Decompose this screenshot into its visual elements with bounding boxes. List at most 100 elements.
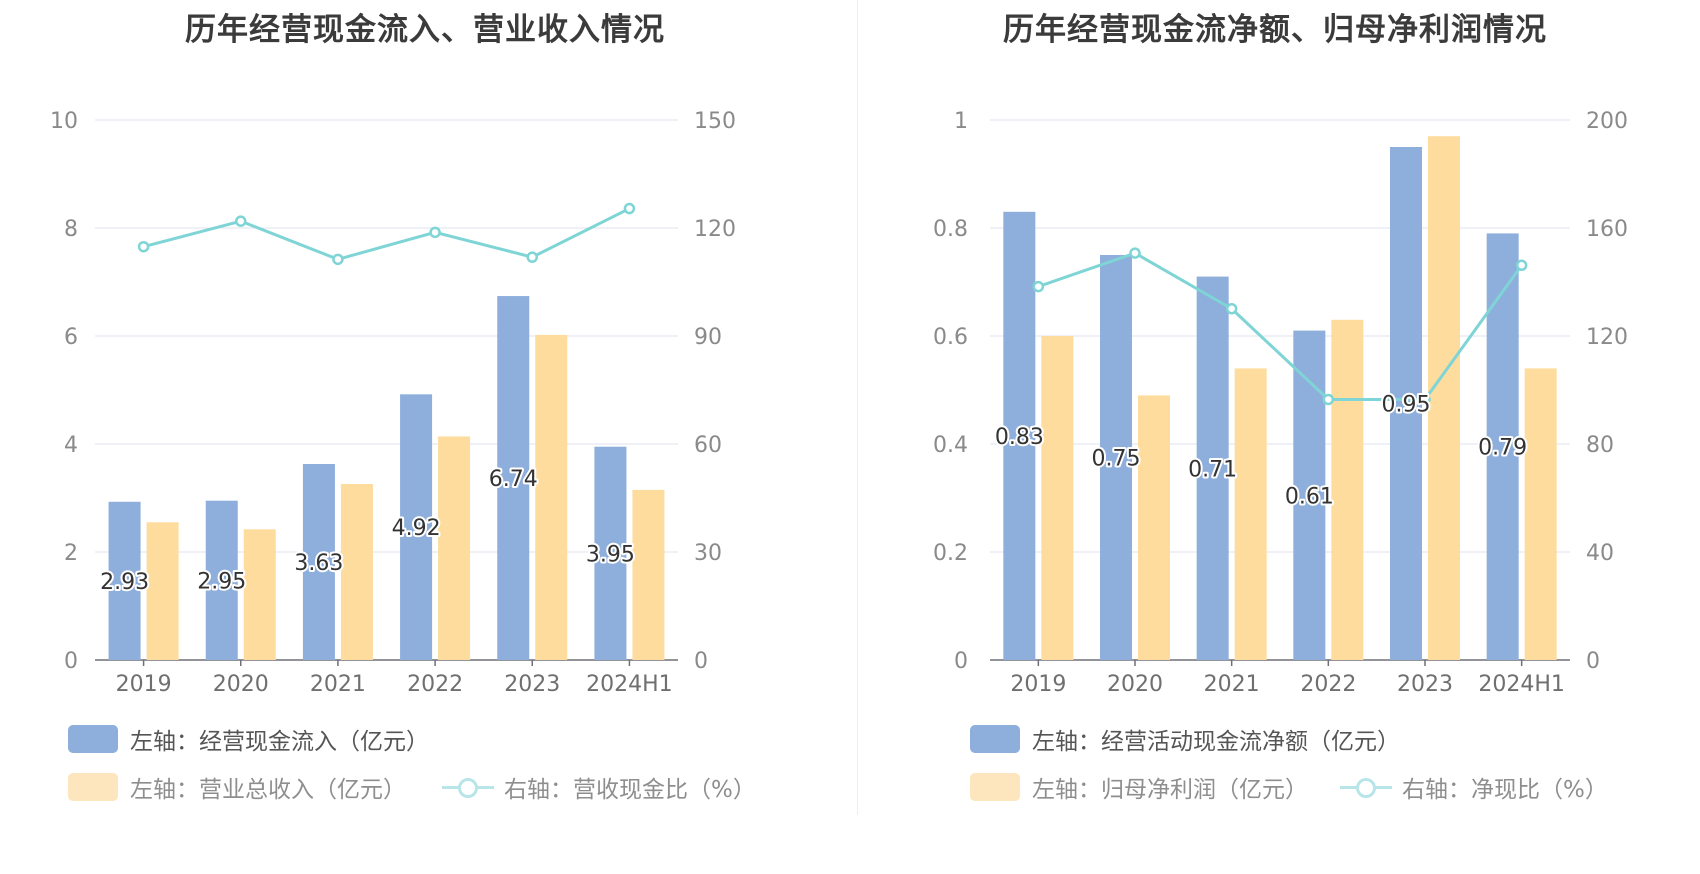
bar-primary (1390, 147, 1422, 660)
legend-label: 右轴：营收现金比（%） (504, 777, 756, 803)
bar-data-label: 2.95 (197, 569, 246, 594)
left-axis-tick-label: 4 (64, 433, 78, 458)
bar-data-label: 4.92 (392, 516, 441, 541)
legend-label: 右轴：净现比（%） (1402, 777, 1608, 803)
x-axis-tick-label: 2024H1 (1478, 672, 1565, 697)
bar-secondary (632, 489, 665, 660)
x-axis-tick-label: 2019 (116, 672, 172, 697)
bar-primary (1293, 330, 1326, 660)
legend-item-series-1[interactable]: 左轴：经营活动现金流净额（亿元） (970, 722, 1400, 756)
bar-secondary (1428, 136, 1460, 660)
bar-secondary (1331, 319, 1364, 660)
right-axis-tick-label: 160 (1586, 217, 1628, 242)
x-axis-tick-label: 2021 (1204, 672, 1260, 697)
bar-primary (1100, 255, 1132, 660)
line-point (526, 251, 538, 263)
legend-item-series-2[interactable]: 左轴：营业总收入（亿元） (68, 770, 406, 804)
bar-data-label: 0.83 (995, 425, 1044, 450)
legend-label: 左轴：营业总收入（亿元） (130, 777, 406, 803)
line-point (1032, 280, 1045, 293)
bar-data-label: 0.79 (1478, 436, 1527, 461)
legend-swatch (68, 773, 118, 801)
bar-data-label: 6.74 (489, 467, 538, 492)
line-point (1225, 302, 1238, 315)
bar-secondary (1138, 395, 1170, 660)
chart-panel-netflow-profit: 历年经营现金流净额、归母净利润情况 0 0 0.2 40 0.4 80 0.6 120 0.8 1… (850, 0, 1700, 874)
bar-secondary (243, 529, 276, 660)
legend-item-series-3[interactable]: 右轴：营收现金比（%） (442, 770, 756, 804)
bar-data-label: 3.63 (294, 551, 343, 576)
right-axis-tick-label: 40 (1586, 541, 1614, 566)
legend-label: 左轴：经营活动现金流净额（亿元） (1032, 729, 1400, 755)
legend-line-icon (442, 773, 494, 801)
line-series (143, 207, 631, 261)
line-point (1322, 393, 1335, 406)
line-point (1129, 247, 1141, 259)
bar-data-label: 0.75 (1092, 447, 1141, 472)
right-axis-tick-label: 120 (1586, 325, 1628, 350)
line-point (1515, 259, 1528, 272)
x-axis-tick-label: 2022 (1300, 672, 1356, 697)
right-axis-tick-label: 80 (1586, 433, 1614, 458)
line-point (235, 215, 247, 227)
chart-title: 历年经营现金流净额、归母净利润情况 (1003, 12, 1547, 48)
right-axis-tick-label: 0 (1586, 649, 1600, 674)
legend-swatch (970, 773, 1020, 801)
bar-data-label: 0.61 (1285, 484, 1334, 509)
bar-primary (108, 501, 141, 660)
bar-primary (594, 446, 627, 660)
right-axis-tick-label: 60 (694, 433, 722, 458)
bar-secondary (535, 334, 568, 660)
left-axis-tick-label: 10 (50, 109, 78, 134)
bar-primary (205, 500, 238, 660)
left-axis-tick-label: 1 (954, 109, 968, 134)
left-axis-tick-label: 2 (64, 541, 78, 566)
left-axis-tick-label: 0.6 (933, 325, 968, 350)
bar-secondary (1524, 368, 1557, 660)
bar-secondary (146, 522, 179, 660)
left-axis-tick-label: 0.2 (933, 541, 968, 566)
right-axis-tick-label: 120 (694, 217, 736, 242)
x-axis-tick-label: 2019 (1010, 672, 1066, 697)
left-axis-tick-label: 8 (64, 217, 78, 242)
bar-data-label: 3.95 (586, 542, 635, 567)
bar-primary (1196, 276, 1229, 660)
line-point (137, 240, 150, 253)
bar-primary (497, 296, 530, 660)
left-axis-tick-label: 0 (954, 649, 968, 674)
x-axis-tick-label: 2023 (1397, 672, 1453, 697)
bar-secondary (1041, 336, 1074, 660)
line-point (1419, 393, 1431, 406)
chart-title: 历年经营现金流入、营业收入情况 (185, 12, 665, 48)
legend-item-series-3[interactable]: 右轴：净现比（%） (1340, 770, 1608, 804)
bar-secondary (1234, 368, 1267, 660)
bar-secondary (340, 483, 373, 660)
legend-swatch (970, 725, 1020, 753)
line-point (623, 202, 636, 215)
legend-item-series-1[interactable]: 左轴：经营现金流入（亿元） (68, 722, 429, 756)
chart-panel-inflow-revenue: 历年经营现金流入、营业收入情况 0 0 2 30 4 60 6 90 8 120 10 150 2019… (50, 12, 756, 804)
line-point (332, 253, 344, 266)
legend-line-icon (1340, 773, 1392, 801)
right-axis-tick-label: 150 (694, 109, 736, 134)
x-axis-tick-label: 2022 (407, 672, 463, 697)
line-point (429, 226, 441, 239)
panel-divider (857, 0, 858, 815)
chart-area: 0 0 0.2 40 0.4 80 0.6 120 0.8 160 1 200 2019 2020 2021… (933, 109, 1628, 697)
bar-primary (400, 394, 433, 660)
legend-swatch (68, 725, 118, 753)
bar-data-label: 0.71 (1188, 457, 1237, 482)
bar-primary (302, 463, 335, 660)
legend-item-series-2[interactable]: 左轴：归母净利润（亿元） (970, 770, 1308, 804)
line-series (1037, 251, 1523, 401)
x-axis-tick-label: 2024H1 (586, 672, 673, 697)
left-axis-tick-label: 6 (64, 325, 78, 350)
right-axis-tick-label: 200 (1586, 109, 1628, 134)
right-axis-tick-label: 90 (694, 325, 722, 350)
left-axis-tick-label: 0 (64, 649, 78, 674)
right-axis-tick-label: 30 (694, 541, 722, 566)
bar-primary (1003, 211, 1036, 661)
right-axis-tick-label: 0 (694, 649, 708, 674)
left-axis-tick-label: 0.8 (933, 217, 968, 242)
bar-secondary (438, 436, 471, 660)
